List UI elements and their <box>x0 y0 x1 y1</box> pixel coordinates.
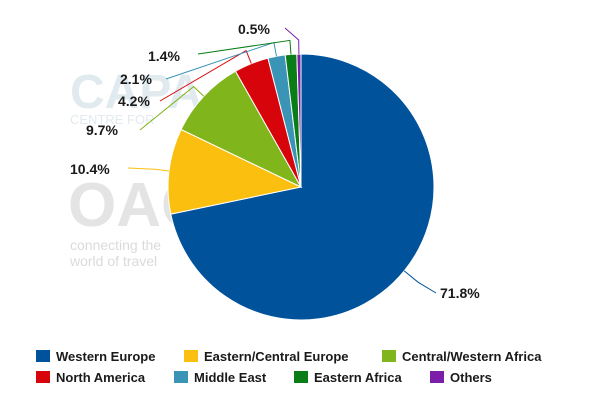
data-label-central-western-africa: 9.7% <box>86 122 118 138</box>
label-leader-lines <box>127 27 437 294</box>
legend-label: Eastern Africa <box>314 369 402 385</box>
legend-label: Middle East <box>194 369 267 385</box>
pie-slices <box>167 53 435 321</box>
leader-line-eastern-africa <box>197 39 292 55</box>
data-label-others: 0.5% <box>238 21 270 37</box>
legend-item-western-europe: Western Europe <box>36 349 184 364</box>
data-label-middle-east: 2.1% <box>120 71 152 87</box>
legend-label: North America <box>56 369 146 385</box>
data-label-eastern-central-europe: 10.4% <box>70 161 110 177</box>
legend-row-2: North America Middle East Eastern Africa… <box>36 368 596 386</box>
legend-swatch <box>184 350 198 362</box>
data-labels: 71.8% 10.4% 9.7%4.2% 2.1% 1.4% 0.5% <box>70 21 480 301</box>
pie-slice-western-europe <box>170 53 435 321</box>
legend-item-eastern-central-europe: Eastern/Central Europe <box>184 349 382 364</box>
legend-item-central-western-africa: Central/Western Africa <box>382 349 541 364</box>
leader-line-central-western-africa <box>139 85 205 131</box>
legend-swatch <box>36 350 50 362</box>
legend-swatch <box>430 371 444 383</box>
legend: Western Europe Eastern/Central Europe Ce… <box>36 347 596 389</box>
legend-label: Western Europe <box>56 348 156 364</box>
legend-item-others: Others <box>430 370 492 385</box>
capa-logo-text: CAPA <box>70 66 202 119</box>
watermark-logo: CAPA CENTRE FOR OAG connecting the world… <box>68 66 209 269</box>
pie-slice-central-western-africa <box>180 70 303 189</box>
legend-swatch <box>174 371 188 383</box>
data-label-north-america: 4.2% <box>118 93 150 109</box>
pie-slice-others <box>296 53 302 188</box>
legend-swatch <box>382 350 396 362</box>
data-label-western-europe: 71.8% <box>440 285 480 301</box>
legend-item-middle-east: Middle East <box>174 370 294 385</box>
legend-label: Eastern/Central Europe <box>204 348 349 364</box>
legend-item-eastern-africa: Eastern Africa <box>294 370 430 385</box>
leader-line-north-america <box>159 49 252 102</box>
legend-label: Central/Western Africa <box>402 348 542 364</box>
legend-row-1: Western Europe Eastern/Central Europe Ce… <box>36 347 596 365</box>
leader-line-eastern-central-europe <box>127 167 170 172</box>
leader-line-others <box>284 27 300 55</box>
leader-line-western-europe <box>403 270 437 294</box>
legend-item-north-america: North America <box>36 370 174 385</box>
capa-logo-subtext: CENTRE FOR <box>70 112 155 127</box>
legend-swatch <box>294 371 308 383</box>
oag-tagline-line-2: world of travel <box>69 253 157 269</box>
data-label-eastern-africa: 1.4% <box>148 48 180 64</box>
legend-swatch <box>36 371 50 383</box>
oag-tagline-line-1: connecting the <box>70 237 161 253</box>
pie-chart: CAPA CENTRE FOR OAG connecting the world… <box>68 21 480 321</box>
legend-label: Others <box>450 369 492 385</box>
